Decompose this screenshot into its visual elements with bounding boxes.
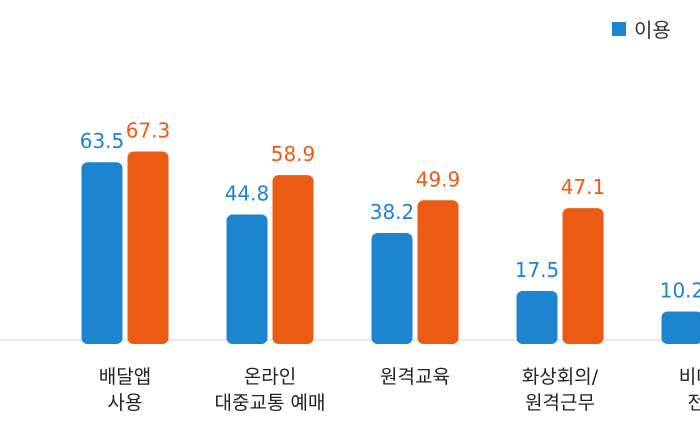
category-label-2-1: 대중교통 예매	[215, 392, 326, 414]
data-label-usage-4: 17.5	[515, 258, 560, 282]
legend-swatch-usage	[612, 21, 626, 36]
legend-label-usage: 이용	[634, 18, 671, 42]
category-label-5-1: 전시	[688, 392, 700, 414]
data-label-series2-2: 58.9	[271, 142, 316, 166]
bar-series2-4	[562, 208, 604, 344]
legend: 이용	[612, 14, 671, 43]
category-label-4-1: 원격근무	[525, 392, 595, 414]
data-label-series2-4: 47.1	[561, 175, 606, 199]
category-label-2-0: 온라인	[244, 366, 296, 388]
data-label-usage-3: 38.2	[370, 200, 415, 224]
bar-usage-1	[81, 162, 123, 344]
data-label-usage-2: 44.8	[225, 182, 270, 206]
bar-series2-1	[127, 151, 169, 344]
bar-usage-3	[371, 233, 413, 344]
data-label-series2-3: 49.9	[416, 167, 461, 191]
category-label-1-0: 배달앱	[99, 366, 151, 388]
category-label-3-0: 원격교육	[380, 366, 450, 388]
bar-usage-5	[661, 311, 700, 344]
bar-series2-2	[272, 175, 314, 344]
category-label-4-0: 화상회의/	[522, 366, 599, 388]
data-label-series2-1: 67.3	[126, 119, 171, 143]
bar-series2-3	[417, 200, 459, 344]
category-label-1-1: 사용	[108, 392, 143, 414]
data-label-usage-1: 63.5	[80, 129, 125, 153]
category-label-5-0: 비대민	[679, 366, 700, 388]
bar-usage-4	[516, 291, 558, 344]
bar-usage-2	[226, 214, 268, 344]
data-label-usage-5: 10.2	[660, 278, 700, 302]
